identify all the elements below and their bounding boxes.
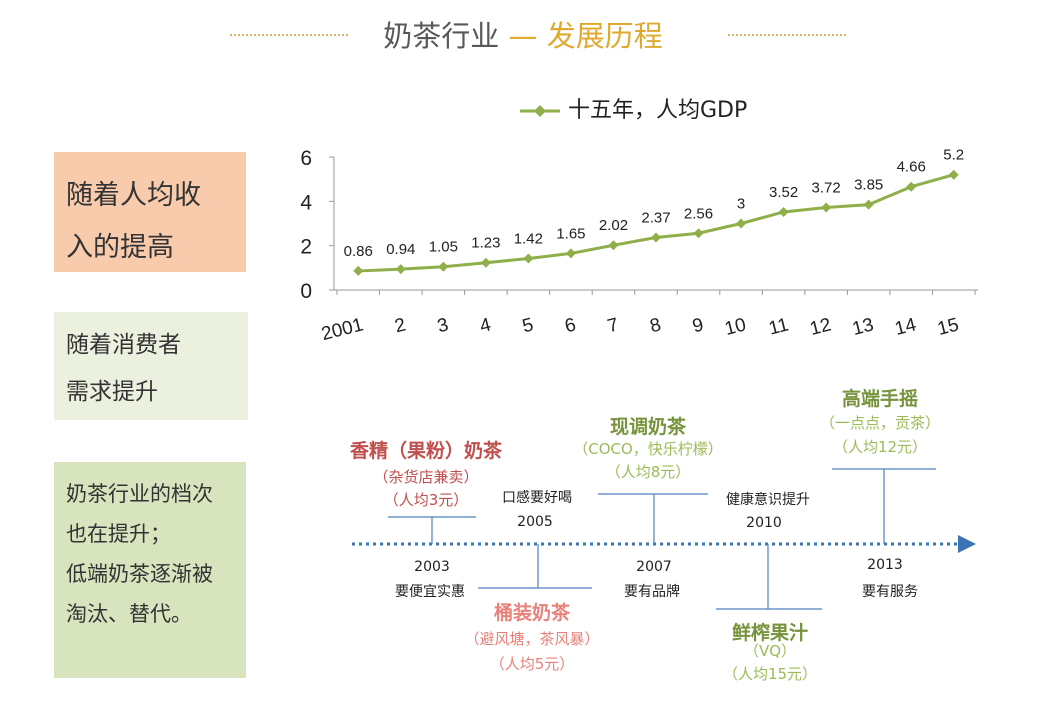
event-flavored-milk-tea-line-1: （杂货店兼卖） (373, 468, 479, 486)
side-box-upgrade-line-1: 奶茶行业的档次 (66, 482, 213, 506)
event-fresh-juice-line-1: （VQ） (743, 642, 797, 660)
event-fresh-milk-tea-line-2: （人均8元） (605, 463, 691, 481)
event-premium-tea-line-1: （一点点，贡茶） (819, 414, 941, 432)
title-dash: — (508, 19, 538, 53)
legend-marker-icon (520, 105, 560, 117)
x-tick-label: 9 (690, 314, 705, 337)
year-2010-note: 健康意识提升 (726, 492, 810, 508)
gdp-point (608, 240, 619, 251)
gdp-point (863, 199, 874, 210)
event-bucket-milk-tea-line-1: （避风塘，茶风暴） (464, 630, 600, 648)
x-tick-label: 7 (605, 314, 620, 337)
gdp-point (736, 218, 747, 229)
gdp-data-label: 1.65 (556, 225, 585, 242)
gdp-data-label: 2.56 (684, 205, 713, 222)
year-2005-note: 口感要好喝 (502, 490, 572, 506)
gdp-data-label: 1.05 (429, 239, 458, 256)
event-premium-tea-title: 高端手摇 (841, 388, 919, 410)
x-tick-label: 10 (723, 314, 749, 339)
gdp-point (778, 206, 789, 217)
event-fresh-milk-tea-line-1: （COCO，快乐柠檬） (573, 440, 723, 458)
year-2010: 2010 (746, 515, 782, 531)
y-tick-label: 0 (300, 280, 312, 303)
gdp-data-label: 0.86 (344, 243, 373, 260)
side-box-income-line-1: 随着人均收 (66, 180, 201, 211)
gdp-point (693, 228, 704, 239)
year-2005: 2005 (517, 514, 553, 530)
event-fresh-juice-line-2: （人均15元） (722, 665, 818, 683)
x-tick-label: 3 (435, 314, 450, 337)
gdp-point (353, 265, 364, 276)
x-tick-label: 12 (808, 314, 834, 339)
year-2013: 2013 (867, 557, 903, 573)
gdp-data-label: 2.02 (599, 217, 628, 234)
gdp-data-label: 1.23 (471, 235, 500, 252)
title-left-dotted-line (230, 34, 348, 36)
gdp-point (651, 232, 661, 243)
legend-label: 十五年，人均GDP (568, 98, 748, 123)
gdp-data-label: 5.2 (943, 147, 964, 164)
side-box-upgrade-line-3: 低端奶茶逐渐被 (66, 562, 213, 586)
gdp-point (906, 181, 917, 192)
gdp-data-label: 3.85 (854, 177, 883, 194)
event-fresh-milk-tea-title: 现调奶茶 (609, 416, 687, 438)
gdp-point (395, 264, 406, 275)
year-2007-note: 要有品牌 (624, 584, 680, 600)
x-tick-label: 5 (520, 314, 535, 337)
side-box-upgrade-line-2: 也在提升； (66, 522, 171, 546)
gdp-point (480, 257, 491, 268)
side-box-demand-line-1: 随着消费者 (66, 332, 181, 358)
gdp-data-label: 3.72 (812, 180, 841, 197)
page-title: 奶茶行业 — 发展历程 (0, 14, 1046, 58)
y-tick-label: 6 (300, 147, 312, 170)
gdp-data-label: 2.37 (641, 209, 670, 226)
year-2003-note: 要便宜实惠 (395, 584, 465, 600)
x-tick-label: 13 (850, 314, 876, 339)
side-box-upgrade: 奶茶行业的档次 也在提升； 低端奶茶逐渐被 淘汰、替代。 (54, 462, 246, 678)
title-right-text: 发展历程 (546, 19, 663, 53)
event-bucket-milk-tea-title: 桶装奶茶 (493, 602, 571, 624)
event-flavored-milk-tea-line-2: （人均3元） (383, 491, 469, 509)
event-premium-tea-line-2: （人均12元） (832, 438, 928, 456)
gdp-data-label: 4.66 (897, 159, 926, 176)
x-tick-label: 2 (393, 314, 408, 337)
title-right-dotted-line (728, 34, 846, 36)
gdp-data-label: 3 (737, 196, 745, 213)
event-flavored-milk-tea-title: 香精（果粉）奶茶 (349, 440, 503, 462)
gdp-data-label: 0.94 (386, 241, 415, 258)
event-fresh-juice-title: 鲜榨果汁 (731, 622, 809, 644)
year-2007: 2007 (636, 559, 672, 575)
gdp-point (523, 253, 534, 264)
gdp-data-label: 1.42 (514, 231, 543, 248)
event-bucket-milk-tea-line-2: （人均5元） (489, 655, 575, 673)
side-box-upgrade-line-4: 淘汰、替代。 (66, 602, 192, 626)
side-box-demand-line-2: 需求提升 (66, 379, 158, 405)
gdp-point (438, 261, 449, 272)
side-box-income-line-2: 入的提高 (66, 232, 174, 263)
x-tick-label: 11 (767, 314, 791, 339)
x-tick-label: 8 (648, 314, 663, 337)
gdp-point (821, 202, 832, 213)
gdp-data-label: 3.52 (769, 184, 798, 201)
timeline-arrow-icon (958, 535, 976, 553)
gdp-point (948, 169, 959, 180)
title-left-text: 奶茶行业 (383, 19, 500, 53)
gdp-point (565, 248, 576, 259)
y-tick-label: 2 (300, 236, 312, 259)
side-box-demand: 随着消费者 需求提升 (54, 312, 248, 420)
x-tick-label: 15 (935, 314, 961, 339)
year-2013-note: 要有服务 (862, 584, 918, 600)
year-2003: 2003 (414, 559, 450, 575)
y-tick-label: 4 (300, 191, 312, 214)
x-tick-label: 6 (563, 314, 578, 337)
side-box-income: 随着人均收 入的提高 (54, 152, 246, 272)
